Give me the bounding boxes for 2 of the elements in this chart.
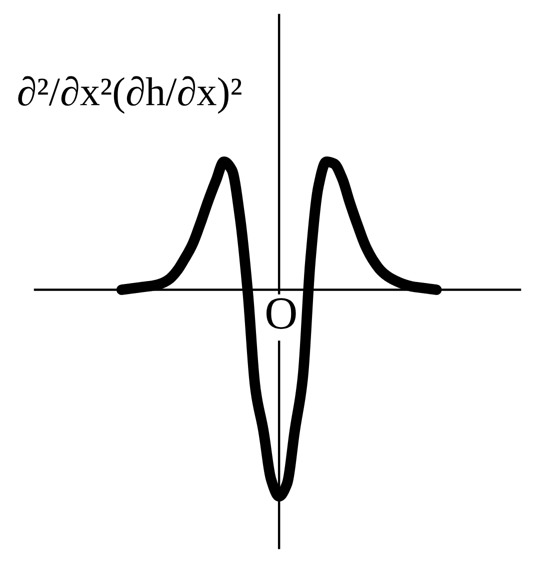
- annotation: O: [266, 298, 296, 329]
- y-axis-title: ∂²/∂x²(∂h/∂x)²: [18, 76, 242, 114]
